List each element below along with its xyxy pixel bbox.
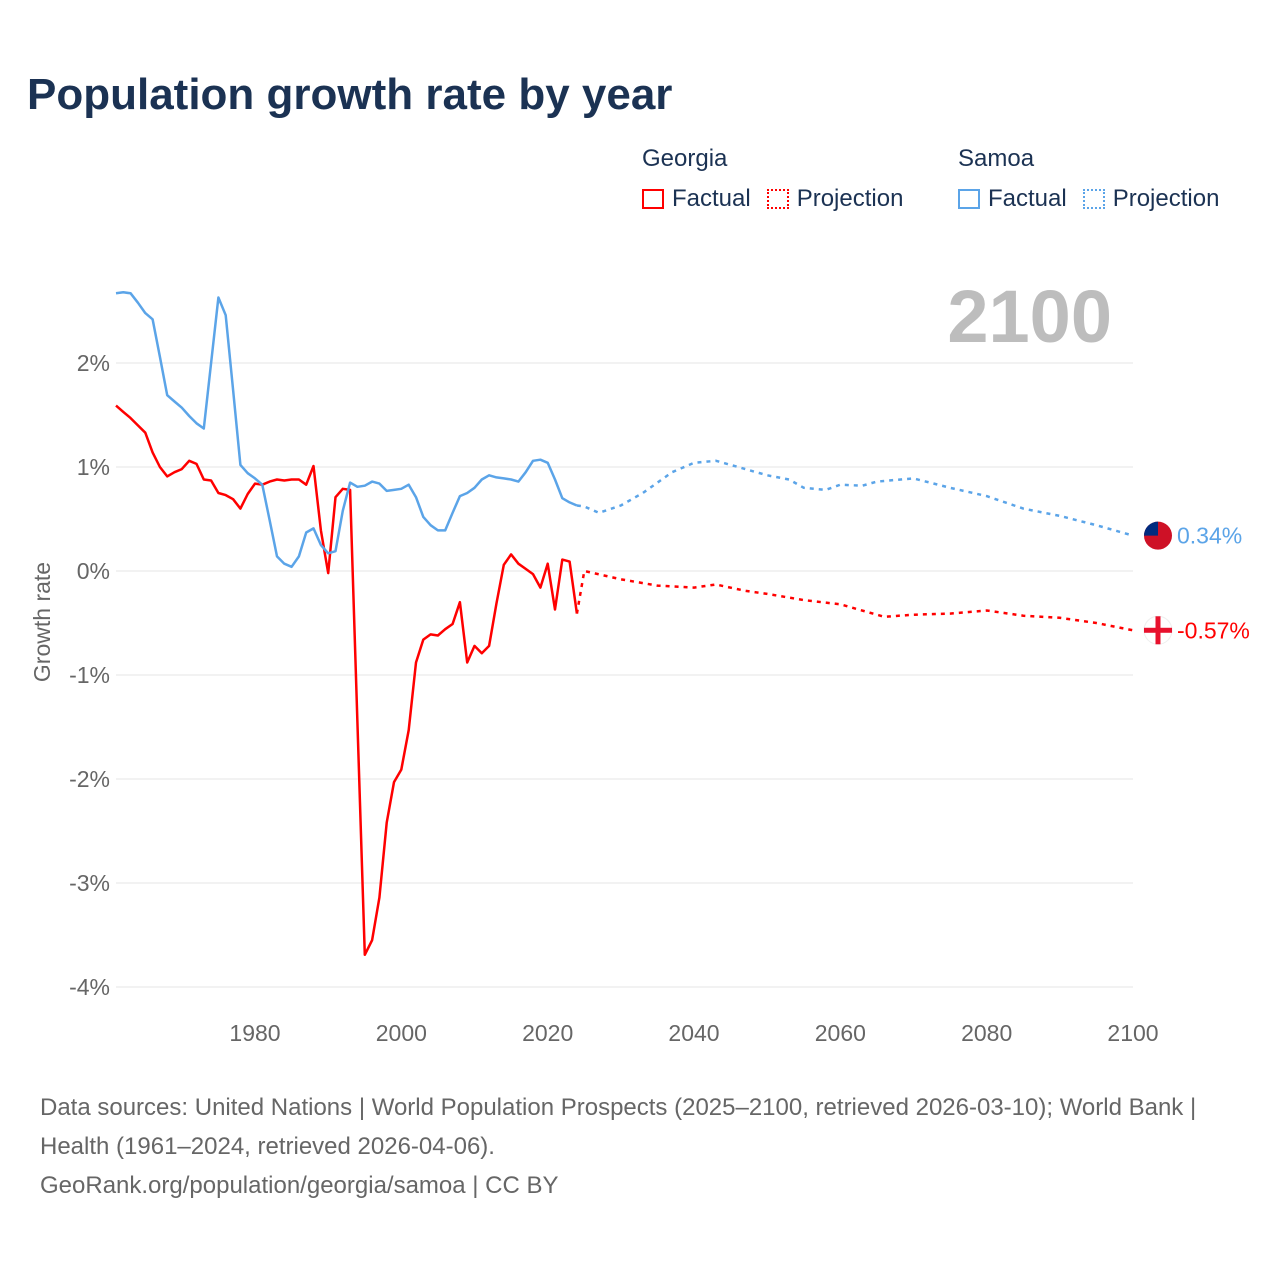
x-tick-label: 1980	[229, 1020, 280, 1046]
legend-swatch	[766, 189, 789, 209]
series-line-samoa-factual	[115, 291, 578, 569]
y-axis-label: Growth rate	[29, 562, 55, 682]
legend-georgia: Georgia Factual Projection	[642, 145, 919, 216]
legend-label: Projection	[796, 185, 904, 212]
y-tick-label: -1%	[69, 662, 110, 688]
legend-swatch	[642, 189, 664, 209]
footer: Data sources: United Nations | World Pop…	[40, 1088, 1240, 1205]
x-tick-label: 2060	[815, 1020, 866, 1046]
x-tick-label: 2020	[522, 1020, 573, 1046]
x-tick-label: 2080	[961, 1020, 1012, 1046]
samoa-flag-canton	[1144, 521, 1158, 536]
legend-group-name: Samoa	[958, 145, 1035, 172]
x-tick-label: 2100	[1107, 1020, 1158, 1046]
end-value-label: -0.57%	[1177, 617, 1250, 643]
y-tick-label: -2%	[69, 766, 110, 792]
legend-samoa-factual[interactable]: Factual	[958, 185, 1067, 213]
y-tick-label: -3%	[69, 870, 110, 896]
legend-samoa-projection[interactable]: Projection	[1082, 185, 1220, 213]
legend-georgia-projection[interactable]: Projection	[766, 185, 904, 213]
data-sources: Data sources: United Nations | World Pop…	[40, 1094, 1197, 1160]
series-line-georgia-projection	[575, 569, 1134, 632]
credit-link[interactable]: GeoRank.org/population/georgia/samoa | C…	[40, 1172, 559, 1199]
y-tick-label: 1%	[77, 454, 110, 480]
georgia-flag-cross	[1155, 616, 1161, 645]
y-tick-label: 0%	[77, 558, 110, 584]
legend-label: Factual	[672, 185, 751, 212]
legend-group-name: Georgia	[642, 145, 728, 172]
x-tick-label: 2040	[668, 1020, 719, 1046]
current-year-label: 2100	[947, 275, 1112, 358]
y-tick-label: -4%	[69, 974, 110, 1000]
legend-swatch	[1082, 189, 1105, 209]
legend-label: Projection	[1112, 185, 1220, 212]
legend-swatch	[958, 189, 980, 209]
legend-samoa: Samoa Factual Projection	[958, 145, 1219, 216]
chart-title: Population growth rate by year	[27, 70, 673, 119]
series-line-georgia-factual	[115, 404, 579, 957]
series-line-samoa-projection	[576, 459, 1134, 537]
legend-label: Factual	[988, 185, 1067, 212]
x-tick-label: 2000	[376, 1020, 427, 1046]
y-tick-label: 2%	[77, 350, 110, 376]
legend-georgia-factual[interactable]: Factual	[642, 185, 751, 213]
end-value-label: 0.34%	[1177, 523, 1242, 549]
